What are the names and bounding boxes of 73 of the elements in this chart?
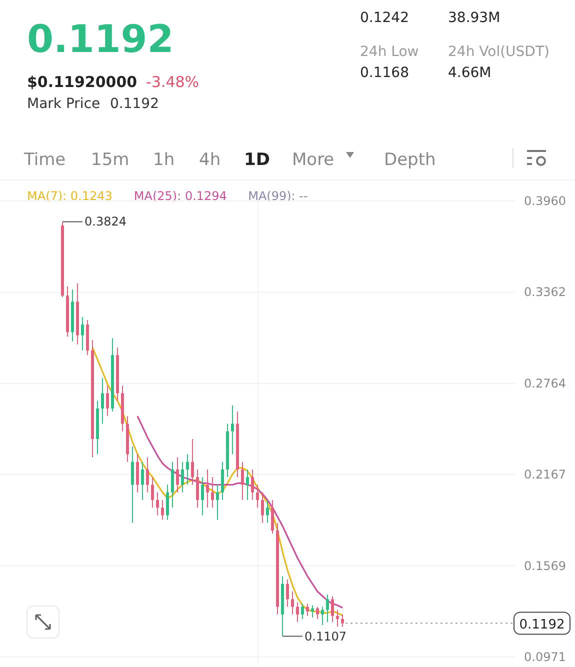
candlestick — [251, 469, 254, 501]
candlestick — [191, 438, 194, 486]
candlestick — [291, 591, 294, 615]
text: -3.48% — [146, 73, 200, 91]
candlestick — [196, 469, 199, 508]
candlestick — [246, 469, 249, 501]
candlestick — [316, 606, 319, 620]
candlestick — [221, 461, 224, 501]
candlestick — [336, 609, 339, 628]
y-tick-label: 0.2764 — [524, 376, 566, 390]
candlestick — [156, 492, 159, 516]
candlestick — [241, 461, 244, 501]
candlestick — [231, 404, 234, 455]
text: Time — [23, 150, 66, 170]
candlestick — [151, 476, 154, 508]
candlestick — [176, 456, 179, 493]
text: 1h — [153, 150, 175, 170]
candlestick — [341, 614, 344, 628]
candlestick — [261, 492, 264, 524]
chart-subtitle: $0.11920000 — [27, 73, 138, 91]
text: MA(25): 0.1294 — [134, 189, 227, 203]
text: MA(7): 0.1243 — [27, 189, 112, 203]
candlestick — [206, 469, 209, 508]
candlestick — [161, 500, 164, 520]
text: 1D — [244, 150, 270, 170]
y-tick-label: 0.3362 — [524, 285, 566, 300]
text: 0.1192 — [27, 17, 174, 61]
candlestick — [146, 456, 149, 493]
text: Mark Price — [27, 96, 100, 112]
chart-title: 0.1192 — [110, 96, 159, 112]
candlestick — [211, 476, 214, 508]
candlestick — [81, 316, 84, 352]
text: 0.1168 — [360, 65, 409, 81]
text: 15m — [91, 150, 130, 170]
candlestick — [321, 606, 324, 626]
text: 24h Low — [360, 44, 419, 60]
y-tick-label: 0.2167 — [524, 468, 566, 482]
y-tick-label: 0.1569 — [524, 558, 566, 573]
y-tick-label: 0.0971 — [524, 650, 566, 664]
candlestick — [106, 385, 109, 417]
candlestick — [331, 596, 334, 623]
annotation: 0.1107 — [304, 629, 346, 644]
line-series — [92, 346, 344, 616]
text: 4h — [199, 150, 221, 170]
candlestick — [301, 603, 304, 620]
text: 24h Vol(USDT) — [448, 44, 550, 60]
legend-label: MA(99): -- — [248, 189, 308, 203]
candlestick — [141, 461, 144, 501]
candlestick — [266, 500, 269, 524]
candlestick — [171, 461, 174, 508]
text: 38.93M — [448, 10, 500, 26]
candlestick — [306, 603, 309, 616]
candlestick — [311, 604, 314, 618]
candlestick — [256, 484, 259, 508]
candlestick — [271, 500, 274, 534]
candlestick — [101, 377, 104, 424]
candlestick — [166, 484, 169, 520]
text: 4.66M — [448, 65, 492, 81]
candlestick — [286, 578, 289, 608]
y-tick-label: 0.3960 — [524, 194, 566, 208]
candlestick — [186, 454, 189, 486]
ref-line-label: 0.1192 — [519, 617, 565, 632]
text: 0.1242 — [360, 10, 409, 26]
text: Depth — [384, 150, 436, 170]
text: More — [292, 150, 334, 170]
candlestick — [201, 476, 204, 516]
candlestick — [216, 484, 219, 520]
annotation: 0.3824 — [84, 214, 126, 229]
candlestick — [136, 454, 139, 493]
candlestick — [296, 602, 299, 623]
candlestick — [326, 594, 329, 623]
candlestick — [181, 461, 184, 493]
candlestick — [131, 446, 134, 524]
